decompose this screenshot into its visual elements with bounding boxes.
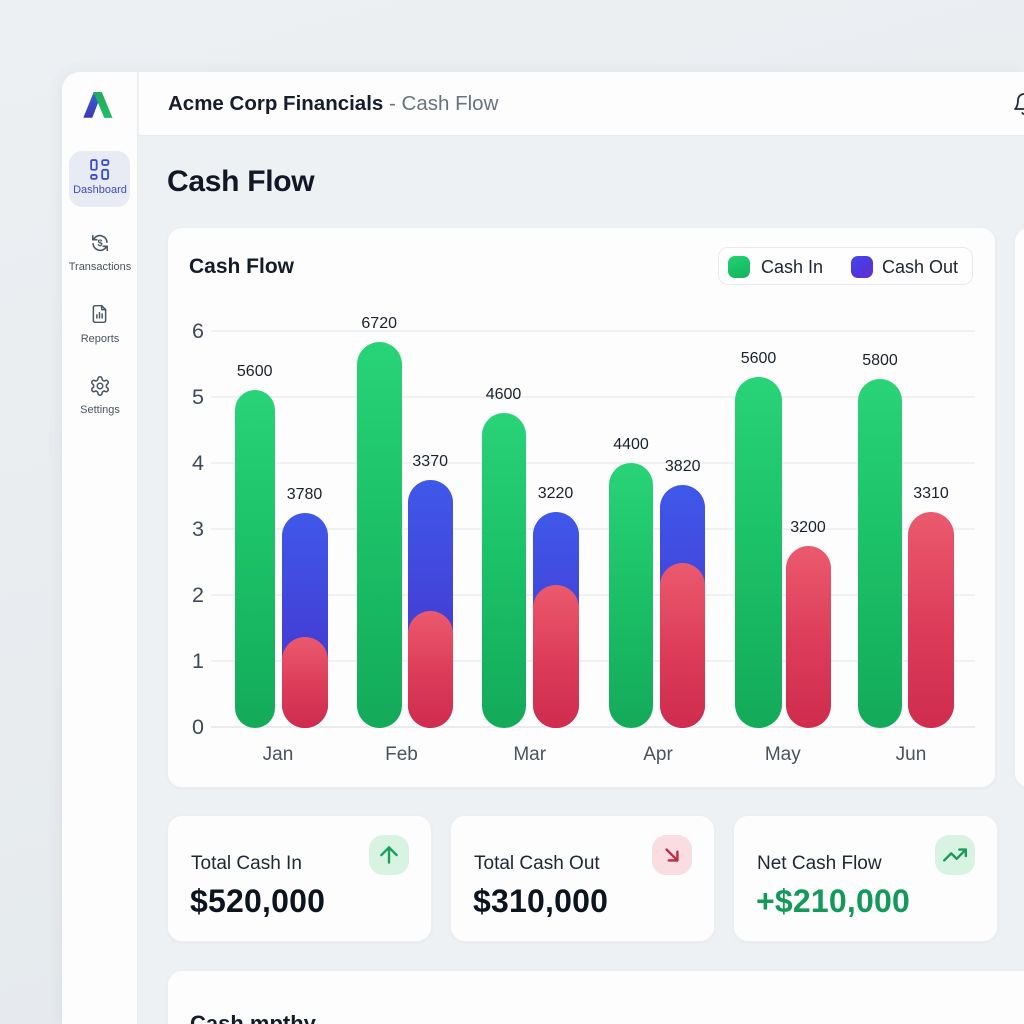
- svg-text:$: $: [97, 238, 102, 248]
